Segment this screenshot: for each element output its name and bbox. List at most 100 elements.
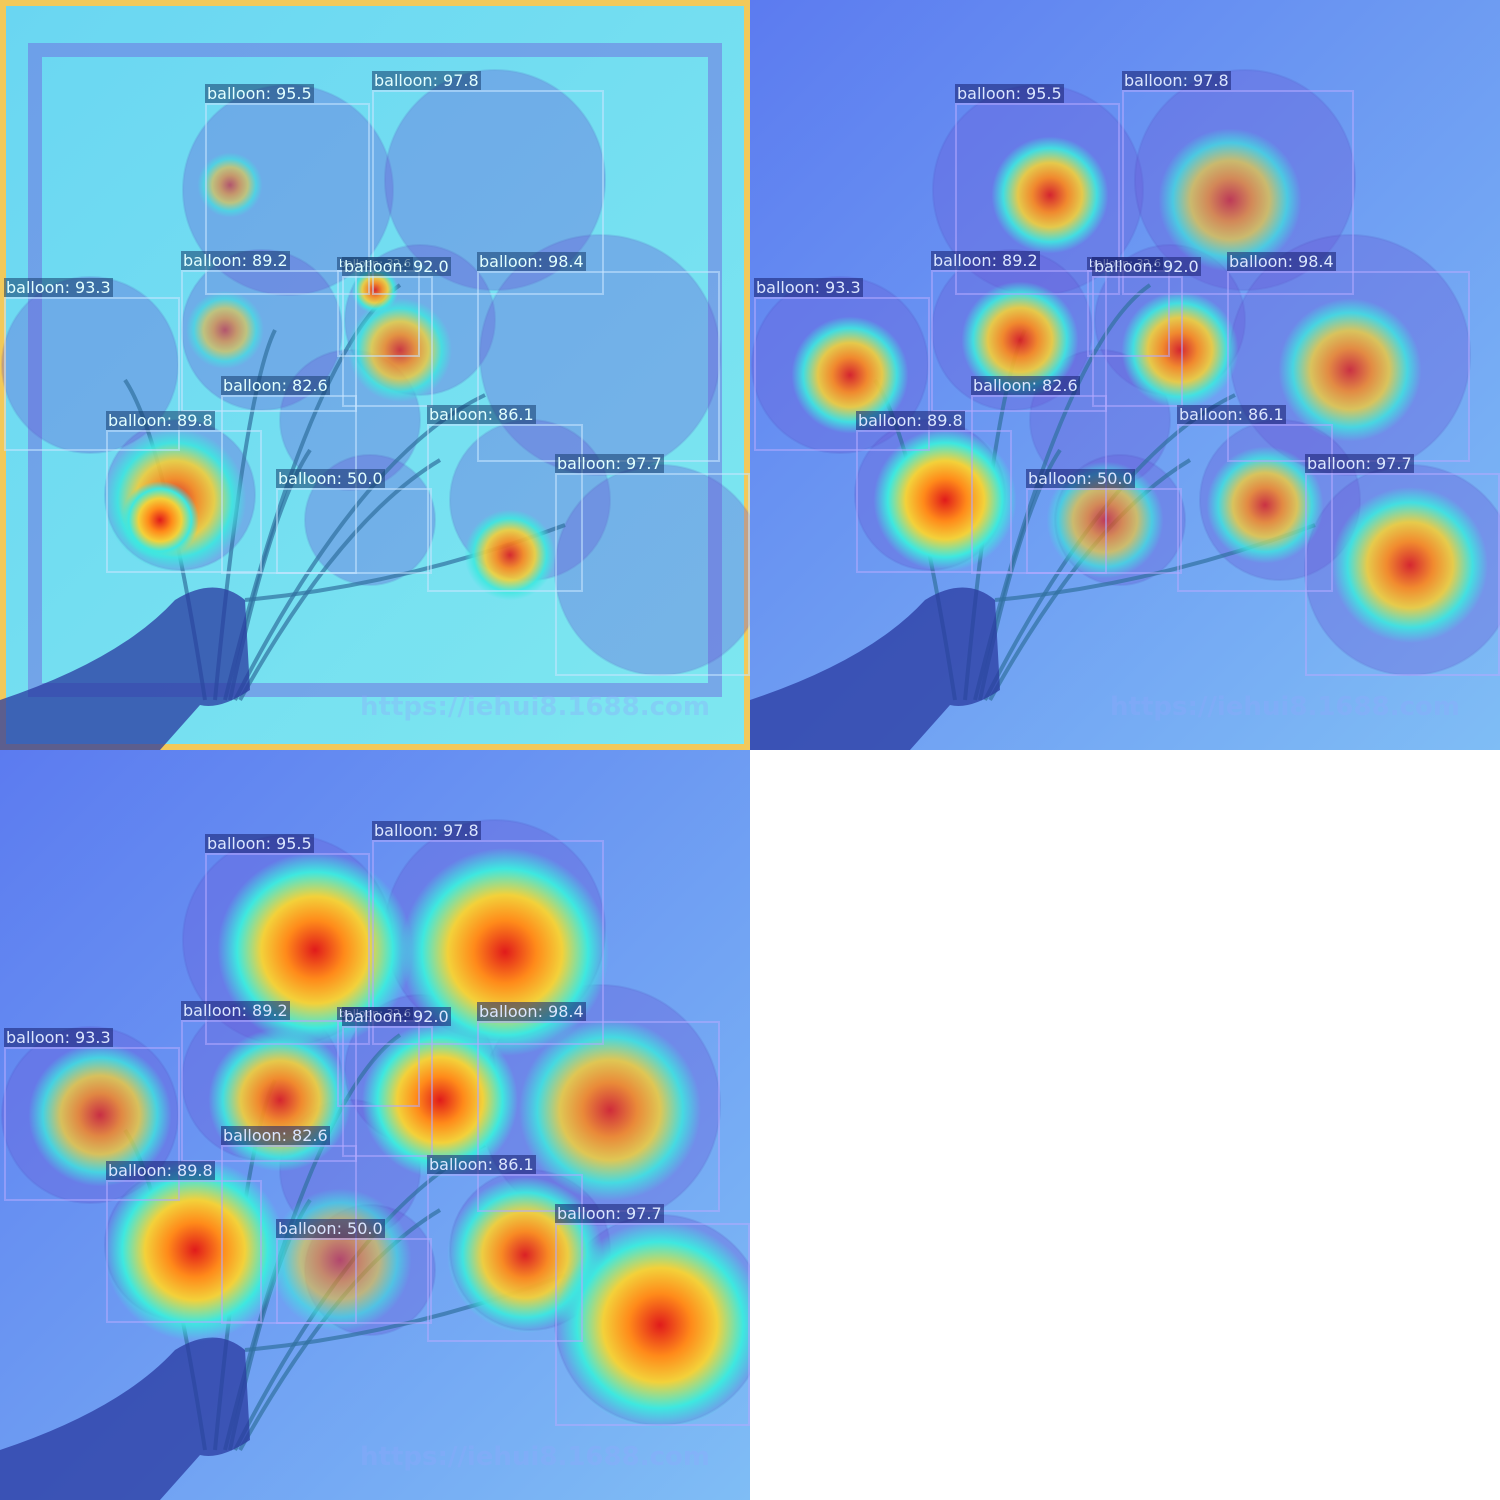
detection-label: balloon: 89.8 — [106, 411, 215, 430]
heat-blob — [348, 298, 452, 402]
detection-box-outline — [276, 488, 432, 574]
detection-box: balloon: 89.8 — [856, 411, 1012, 573]
detection-box: balloon: 95.5 — [205, 834, 370, 1045]
heat-blob — [362, 1022, 518, 1178]
blank-panel — [750, 750, 1500, 1500]
detection-box: balloon: 89.8 — [106, 1161, 262, 1323]
heatmap-border-glow — [0, 0, 750, 750]
detection-box-outline — [342, 276, 433, 407]
detection-label: balloon: 89.8 — [106, 1161, 215, 1180]
detection-box: balloon: 97.7 — [555, 454, 750, 676]
detection-box: balloon: 93.3 — [4, 1028, 180, 1201]
detection-label: balloon: 89.8 — [856, 411, 965, 430]
frame-artifact — [28, 43, 722, 697]
detection-label: balloon: 95.5 — [205, 834, 314, 853]
detection-box-outline — [342, 1026, 433, 1157]
heat-blob — [991, 136, 1109, 254]
detection-box: balloon: 93.3 — [4, 278, 180, 451]
heat-blob — [121, 481, 199, 559]
detection-label: balloon: 97.7 — [555, 1204, 664, 1223]
detection-box: balloon: 89.2 — [181, 251, 357, 412]
detection-box-outline — [4, 1047, 180, 1201]
detection-box: balloon: 86.1 — [427, 1155, 583, 1342]
heat-blob — [197, 152, 263, 218]
detection-label: balloon: 97.7 — [555, 454, 664, 473]
heatmap-panel-1: https://iehui8.1688.com balloon: 95.5 ball… — [0, 0, 750, 750]
detection-label: balloon: 95.5 — [955, 84, 1064, 103]
heatmap-image: https://iehui8.1688.com — [0, 750, 750, 1500]
hand-silhouette — [0, 587, 250, 750]
detection-label: balloon: 98.4 — [477, 1002, 586, 1021]
heat-blob — [873, 428, 1017, 572]
detection-box-outline — [856, 430, 1012, 573]
detection-box: balloon: 92.0 — [342, 1007, 451, 1157]
detection-box: balloon: 89.2 — [181, 1001, 357, 1162]
detection-label: balloon: 89.2 — [931, 251, 1040, 270]
heat-blob — [351, 266, 399, 314]
detection-box: balloon: 92.0 — [1092, 257, 1201, 407]
heat-blob — [961, 281, 1079, 399]
detection-box-outline — [106, 1180, 262, 1323]
heat-blob — [556, 1221, 750, 1429]
detection-box: balloon: 86.1 — [427, 405, 583, 592]
detection-box: balloon: 97.8 — [372, 71, 604, 295]
detection-label: balloon: 50.0 — [276, 469, 385, 488]
heat-blob — [104, 1159, 286, 1341]
detection-label: balloon: 92.0 — [342, 257, 451, 276]
detection-box: balloon: 89.8 — [106, 411, 262, 573]
balloon-shape — [384, 69, 606, 291]
detection-label: balloon: 89.2 — [181, 251, 290, 270]
detection-box-outline — [931, 270, 1107, 412]
detection-box-outline — [1122, 90, 1354, 295]
detection-label: balloon: 86.1 — [427, 1155, 536, 1174]
detection-box-outline — [427, 1174, 583, 1342]
detection-box-outline — [372, 90, 604, 295]
heat-blob — [217, 852, 413, 1048]
heatmap-panel-2: https://iehui8.1688.com balloon: 95.5 ball… — [750, 0, 1500, 750]
detection-label: balloon: 50.0 — [276, 1219, 385, 1238]
detection-label: balloon: 97.8 — [1122, 71, 1231, 90]
detection-label: balloon: 97.8 — [372, 821, 481, 840]
detection-box: balloon: 50.0 — [276, 1219, 432, 1324]
hand-silhouette — [0, 1337, 250, 1500]
detection-box: balloon: 92.0 — [342, 257, 451, 407]
detection-box: balloon: 95.5 — [205, 84, 370, 295]
heat-blob — [1206, 446, 1324, 564]
detection-box: balloon: 89.2 — [931, 251, 1107, 412]
balloon-stick — [973, 283, 1152, 701]
detection-label: balloon: 82.6 — [971, 376, 1080, 395]
detection-box: balloon: 97.8 — [372, 821, 604, 1045]
heatmap-image: https://iehui8.1688.com — [0, 0, 750, 750]
detection-box-outline — [205, 103, 370, 295]
detection-label: balloon: 97.8 — [372, 71, 481, 90]
detection-box: balloon: 50.0 — [1026, 469, 1182, 574]
detection-label: balloon: 98.4 — [477, 252, 586, 271]
heatmap-panel-3: https://iehui8.1688.com balloon: 95.5 ball… — [0, 750, 750, 1500]
detection-label: balloon: 98.4 — [1227, 252, 1336, 271]
detection-label: balloon: 93.3 — [4, 1028, 113, 1047]
heat-blob — [1332, 487, 1488, 643]
detection-box: balloon: 97.8 — [1122, 71, 1354, 295]
watermark-text: https://iehui8.1688.com — [360, 1442, 710, 1472]
detection-box-outline — [4, 297, 180, 451]
detection-box-outline — [181, 1020, 357, 1162]
detection-box: balloon: 97.7 — [555, 1204, 750, 1426]
detection-box-outline — [372, 840, 604, 1045]
detection-box-outline — [1177, 424, 1333, 592]
detection-label: balloon: 86.1 — [427, 405, 536, 424]
heat-blob — [519, 1019, 701, 1201]
detection-box-outline — [276, 1238, 432, 1324]
detection-box-outline — [1026, 488, 1182, 574]
detection-label: balloon: 92.0 — [342, 1007, 451, 1026]
detection-label: balloon: 93.3 — [4, 278, 113, 297]
detection-box-outline — [555, 473, 750, 676]
detection-box-outline — [1305, 473, 1500, 676]
detection-box: balloon: 95.5 — [955, 84, 1120, 295]
detection-label: balloon: 89.2 — [181, 1001, 290, 1020]
detection-box-outline — [955, 103, 1120, 295]
heat-blob — [1158, 128, 1302, 272]
detection-box-outline — [555, 1223, 750, 1426]
detection-box: balloon: 93.3 — [754, 278, 930, 451]
detection-label: balloon: 50.0 — [1026, 469, 1135, 488]
detection-box-outline — [181, 270, 357, 412]
